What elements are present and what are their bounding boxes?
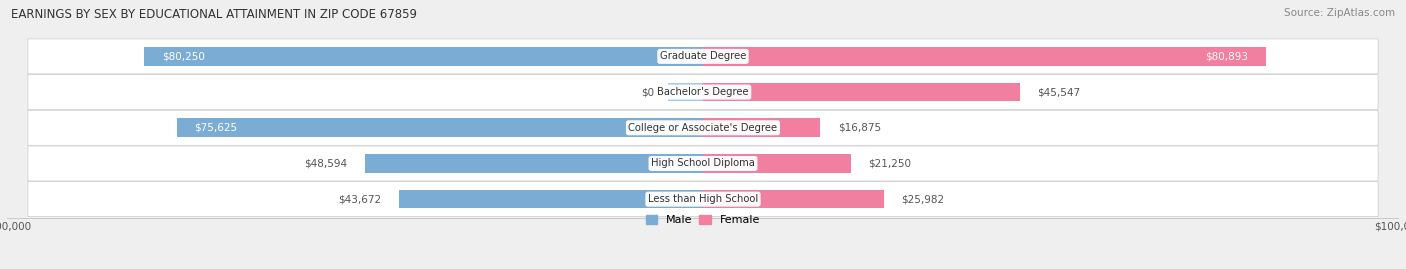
Text: $16,875: $16,875 — [838, 123, 882, 133]
Text: Source: ZipAtlas.com: Source: ZipAtlas.com — [1284, 8, 1395, 18]
Text: Graduate Degree: Graduate Degree — [659, 51, 747, 61]
Text: $45,547: $45,547 — [1038, 87, 1081, 97]
Text: Bachelor's Degree: Bachelor's Degree — [657, 87, 749, 97]
Text: $21,250: $21,250 — [869, 158, 911, 168]
Text: $80,893: $80,893 — [1205, 51, 1249, 61]
Text: Less than High School: Less than High School — [648, 194, 758, 204]
Text: $43,672: $43,672 — [339, 194, 381, 204]
Bar — [703, 190, 884, 208]
Text: $0: $0 — [641, 87, 654, 97]
FancyBboxPatch shape — [28, 182, 1378, 217]
Text: College or Associate's Degree: College or Associate's Degree — [628, 123, 778, 133]
Bar — [703, 47, 1265, 66]
FancyBboxPatch shape — [28, 75, 1378, 109]
Text: $25,982: $25,982 — [901, 194, 945, 204]
FancyBboxPatch shape — [28, 110, 1378, 145]
FancyBboxPatch shape — [28, 39, 1378, 74]
Text: $80,250: $80,250 — [162, 51, 205, 61]
Bar — [145, 47, 703, 66]
Bar — [703, 83, 1019, 101]
FancyBboxPatch shape — [28, 146, 1378, 181]
Bar — [703, 119, 821, 137]
Text: High School Diploma: High School Diploma — [651, 158, 755, 168]
Bar — [364, 154, 703, 173]
Bar — [177, 119, 703, 137]
Bar — [703, 154, 851, 173]
Bar — [399, 190, 703, 208]
Text: $75,625: $75,625 — [194, 123, 238, 133]
Text: $48,594: $48,594 — [304, 158, 347, 168]
Bar — [668, 83, 703, 101]
Text: EARNINGS BY SEX BY EDUCATIONAL ATTAINMENT IN ZIP CODE 67859: EARNINGS BY SEX BY EDUCATIONAL ATTAINMEN… — [11, 8, 418, 21]
Legend: Male, Female: Male, Female — [641, 211, 765, 230]
